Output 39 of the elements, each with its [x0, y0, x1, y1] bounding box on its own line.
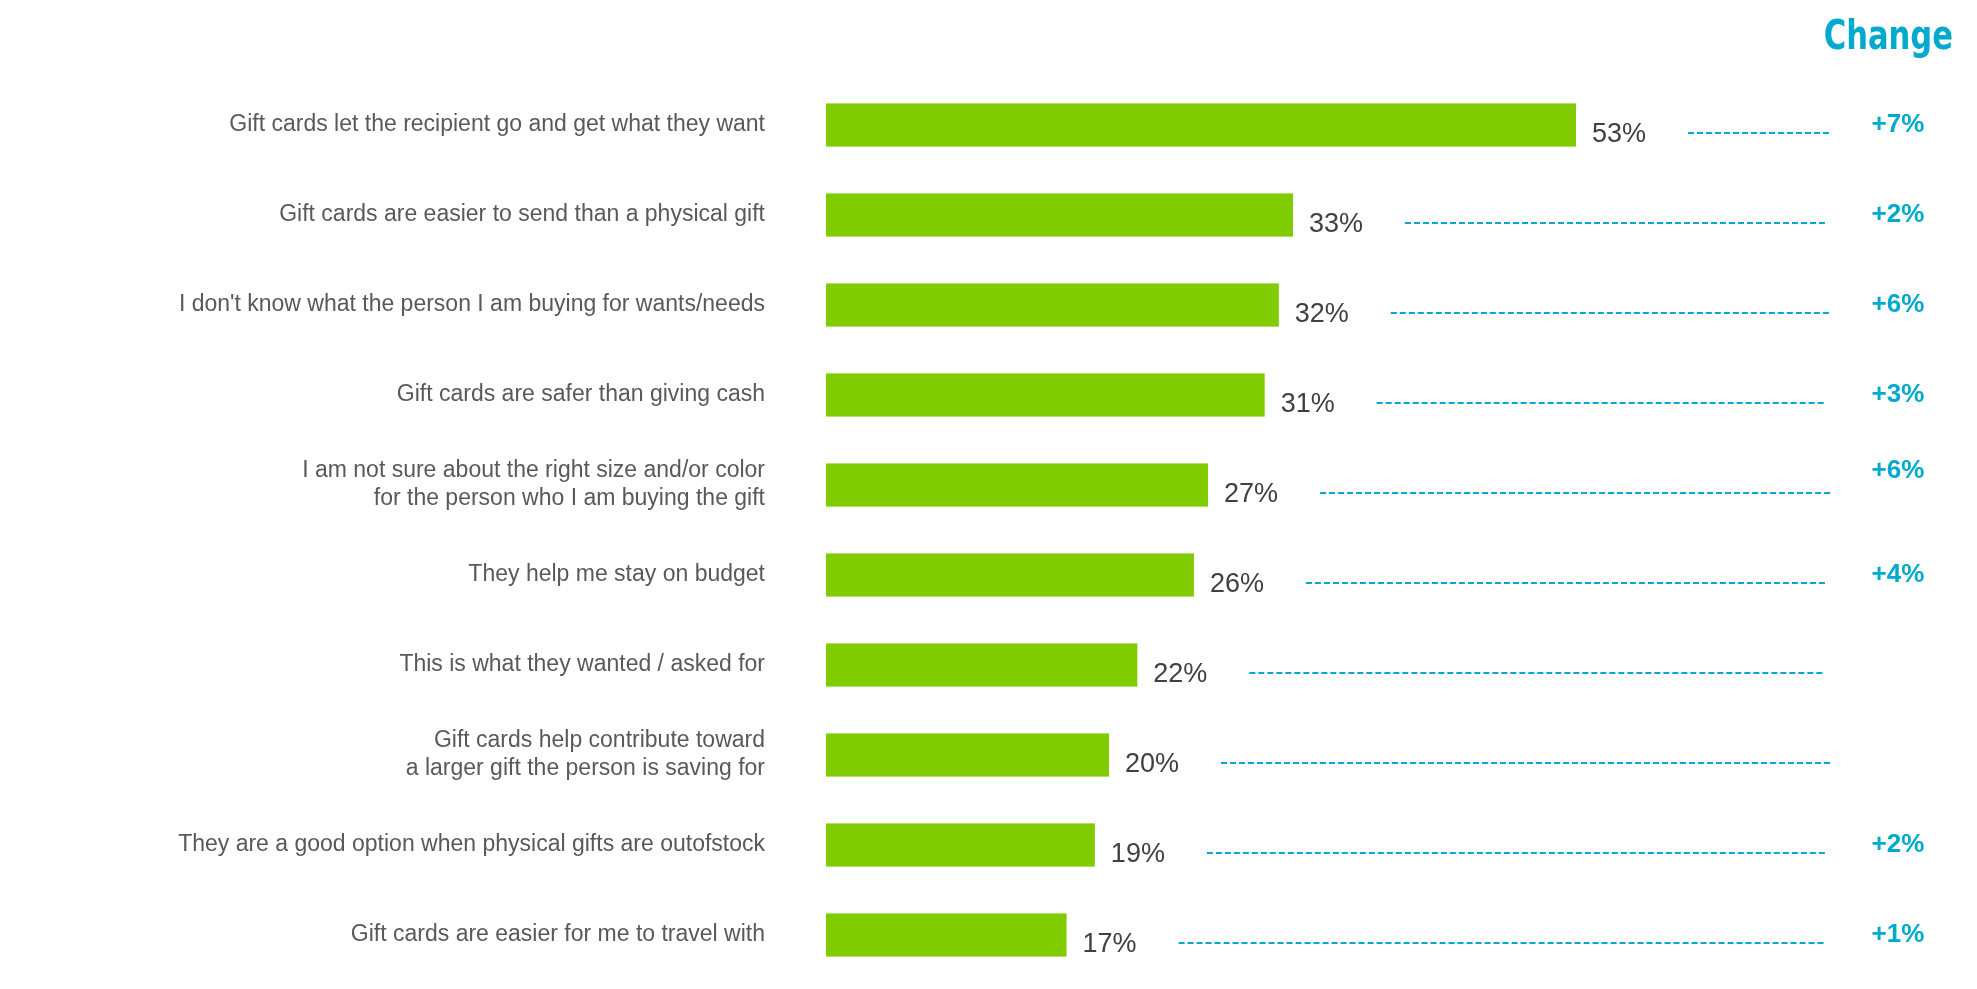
text: Change — [1823, 12, 1953, 60]
bar — [826, 913, 1067, 957]
y2-tick-label: +4% — [1871, 557, 1925, 588]
bar — [826, 373, 1265, 417]
data-label: 26% — [1209, 568, 1264, 599]
bar — [826, 193, 1293, 237]
data-label: 32% — [1294, 298, 1349, 329]
y2-tick-label: +7% — [1871, 107, 1925, 138]
bar — [826, 823, 1095, 867]
bar — [826, 553, 1194, 597]
y-tick-label: This is what they wanted / asked for — [399, 650, 766, 677]
data-label: 33% — [1308, 208, 1364, 239]
data-label: 53% — [1592, 118, 1647, 149]
y-tick-label: They help me stay on budget — [468, 560, 766, 587]
y-tick-label: They are a good option when physical gifts are outofstock — [178, 830, 766, 857]
y-tick-label: I am not sure about the right size and/or color for the person who I am buying the gift — [302, 456, 766, 511]
bar — [826, 283, 1279, 327]
data-label: 20% — [1125, 748, 1180, 779]
data-label: 19% — [1110, 838, 1165, 869]
y-tick-label: I don't know what the person I am buying for wants/needs — [178, 290, 765, 317]
bar — [826, 643, 1138, 687]
y2-tick-label: +3% — [1871, 377, 1925, 408]
bar — [826, 463, 1209, 507]
y-tick-label: Gift cards are easier for me to travel with — [350, 920, 765, 947]
y2-tick-label: +6% — [1871, 287, 1925, 318]
y-tick-label: Gift cards let the recipient go and get what they want — [229, 110, 766, 137]
data-label: 17% — [1082, 928, 1137, 959]
data-label: 31% — [1280, 388, 1335, 419]
y2-tick-label: +2% — [1871, 197, 1925, 228]
data-label: 27% — [1224, 478, 1279, 509]
y2-tick-label: +1% — [1871, 917, 1925, 948]
y-tick-label: Gift cards are safer than giving cash — [396, 380, 765, 407]
y2-tick-label: +2% — [1871, 827, 1925, 858]
data-label: 22% — [1153, 658, 1208, 689]
bar — [826, 733, 1110, 777]
bar — [826, 103, 1576, 147]
y-tick-label: Gift cards help contribute toward a larger gift the person is saving for — [405, 726, 766, 781]
y-tick-label: Gift cards are easier to send than a physical gift — [279, 200, 766, 227]
y2-tick-label: +6% — [1871, 453, 1925, 484]
